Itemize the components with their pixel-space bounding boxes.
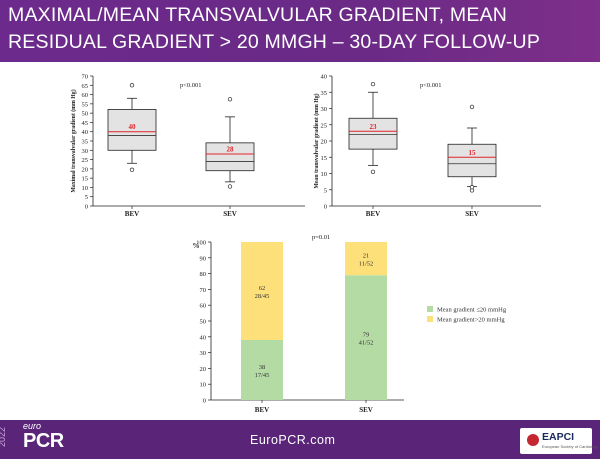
chart2-y-label: Mean transvalvular gradient (mm Hg) — [313, 93, 320, 188]
chart2-mean-label: 23 — [370, 123, 378, 131]
chart1-y-tick-label: 30 — [82, 148, 89, 155]
logo-euro-text: euro — [23, 421, 42, 431]
chart1-category-label: SEV — [223, 210, 237, 218]
chart1-y-tick-label: 70 — [82, 74, 89, 81]
chart1-y-tick-label: 15 — [82, 176, 89, 183]
chart3-y-tick-label: 30 — [200, 350, 207, 357]
chart2-y-tick-label: 40 — [321, 74, 328, 81]
chart3-y-tick-label: 0 — [203, 398, 206, 405]
chart1-y-tick-label: 60 — [82, 92, 89, 99]
chart3-y-tick-label: 40 — [200, 334, 207, 341]
chart2-y-tick-label: 15 — [321, 155, 328, 162]
chart2-box — [348, 117, 398, 150]
chart2-y-tick-label: 30 — [321, 106, 328, 113]
slide-footer — [0, 420, 600, 459]
chart3-bar-segment — [345, 275, 387, 400]
chart1-y-tick-label: 35 — [82, 139, 89, 146]
chart1-y-label: Maximal transvalvular gradient (mm Hg) — [70, 89, 77, 192]
slide-header: MAXIMAL/MEAN TRANSVALVULAR GRADIENT, MEA… — [0, 0, 600, 62]
chart3-bar-value-label: 21 — [363, 253, 370, 260]
chart1-y-tick-label: 45 — [82, 120, 89, 127]
chart3-bar-value-label: 62 — [259, 285, 266, 292]
chart3-y-label: % — [193, 242, 200, 250]
chart2-category-label: SEV — [465, 210, 479, 218]
chart3-legend-swatch — [427, 316, 433, 322]
chart1-y-tick-label: 5 — [85, 194, 88, 201]
chart1-box — [205, 142, 255, 172]
chart1-y-tick-label: 25 — [82, 157, 89, 164]
chart3-legend-label: Mean gradient>20 mmHg — [437, 317, 505, 324]
chart3-y-tick-label: 80 — [200, 271, 207, 278]
chart1-y-tick-label: 55 — [82, 101, 89, 108]
chart3-p-value: p=0.01 — [312, 234, 330, 241]
chart1-y-tick-label: 0 — [85, 204, 88, 211]
chart1-outlier-point — [129, 83, 135, 88]
chart3-y-tick-label: 90 — [200, 255, 207, 262]
chart2-outlier-point — [370, 169, 376, 175]
chart1-y-tick-label: 20 — [82, 166, 89, 173]
chart1-category-label: BEV — [125, 210, 139, 218]
chart3-bar-value-label: 38 — [259, 364, 266, 371]
chart3-y-tick-label: 50 — [200, 319, 207, 326]
chart3-bar-fraction-label: 11/52 — [359, 261, 374, 268]
chart2-mean-label: 15 — [469, 149, 477, 157]
eapci-badge-label: EAPCI — [542, 431, 575, 443]
chart2-y-tick-label: 5 — [324, 187, 327, 194]
chart1-box — [107, 109, 157, 151]
chart3-category-label: BEV — [255, 406, 269, 414]
chart3-bar-value-label: 79 — [363, 332, 370, 339]
chart2-outlier-point — [370, 81, 376, 87]
chart3-category-label: SEV — [359, 406, 373, 414]
chart2-outlier-point — [469, 184, 475, 190]
slide-title-line-1: MAXIMAL/MEAN TRANSVALVULAR GRADIENT, MEA… — [8, 4, 508, 26]
chart3-y-tick-label: 10 — [200, 382, 207, 389]
chart2-box — [447, 143, 497, 178]
chart3-bar-segment — [241, 242, 283, 340]
chart3-bar-segment — [241, 339, 283, 400]
chart2-y-tick-label: 10 — [321, 171, 328, 178]
chart2-category-label: BEV — [366, 210, 380, 218]
chart1-mean-label: 40 — [129, 123, 137, 131]
chart3-legend-label: Mean gradient ≤20 mmHg — [437, 307, 507, 314]
chart1-outlier-point — [227, 184, 233, 189]
chart1-outlier-point — [227, 97, 233, 102]
chart2-p-value: p<0.001 — [420, 82, 442, 89]
chart2-y-tick-label: 25 — [321, 122, 328, 129]
chart1-y-tick-label: 50 — [82, 111, 89, 118]
chart1-p-value: p<0.001 — [180, 82, 202, 89]
eapci-badge-subtitle: European Society of Cardiology — [542, 444, 599, 449]
chart2-y-tick-label: 20 — [321, 139, 328, 146]
chart3-y-tick-label: 60 — [200, 303, 207, 310]
europcr-logo: PCR — [23, 430, 64, 452]
chart1-mean-label: 28 — [227, 146, 235, 154]
chart1-outlier-point — [129, 167, 135, 172]
chart3-y-tick-label: 20 — [200, 366, 207, 373]
chart2-outlier-point — [469, 104, 475, 110]
chart3-bar-fraction-label: 17/45 — [255, 372, 270, 379]
chart1-y-tick-label: 40 — [82, 129, 89, 136]
chart2-y-tick-label: 0 — [324, 204, 327, 211]
chart3-legend-swatch — [427, 306, 433, 312]
chart3-bar-fraction-label: 41/52 — [359, 340, 374, 347]
chart3-bar-segment — [345, 242, 387, 276]
chart1-y-tick-label: 65 — [82, 83, 89, 90]
eapci-heart-icon — [527, 434, 539, 446]
logo-year: 2022 — [0, 426, 8, 448]
chart2-y-tick-label: 35 — [321, 90, 328, 97]
chart1-y-tick-label: 10 — [82, 185, 89, 192]
slide-title-line-2: RESIDUAL GRADIENT > 20 MMGH – 30-DAY FOL… — [8, 31, 541, 53]
chart3-y-tick-label: 70 — [200, 287, 207, 294]
chart3-bar-fraction-label: 28/45 — [255, 293, 270, 300]
website-link[interactable]: EuroPCR.com — [250, 433, 336, 447]
chart3-y-tick-label: 100 — [196, 240, 206, 247]
